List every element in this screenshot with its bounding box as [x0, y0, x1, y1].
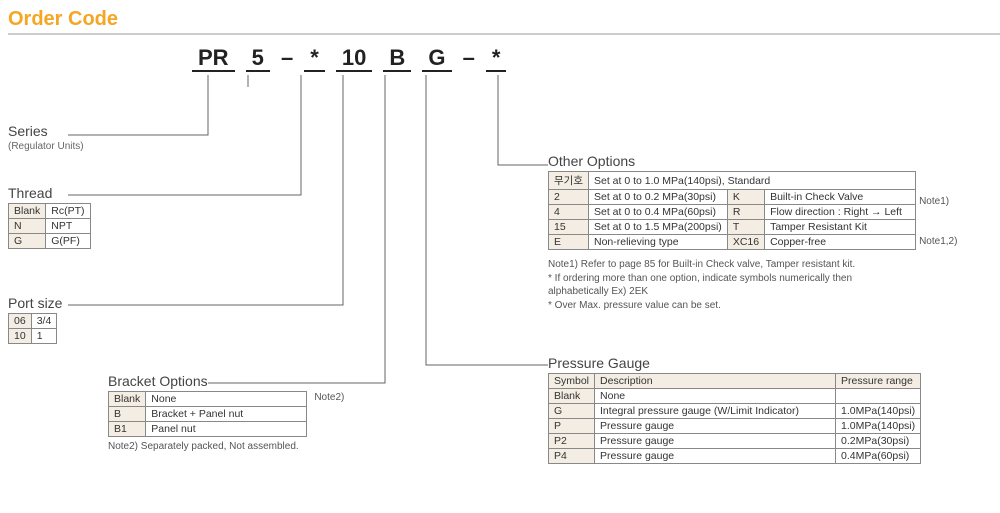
code-seg: 5 — [246, 45, 270, 72]
bracket-section: Bracket Options BlankNone BBracket + Pan… — [108, 373, 344, 454]
thread-title: Thread — [8, 185, 91, 201]
cell: Pressure gauge — [595, 449, 836, 464]
cell: Pressure range — [836, 374, 921, 389]
cell: 0.2MPa(30psi) — [836, 434, 921, 449]
cell: T — [727, 220, 764, 235]
gauge-section: Pressure Gauge SymbolDescriptionPressure… — [548, 355, 921, 464]
other-side2: Note1,2) — [919, 229, 957, 255]
cell: E — [549, 235, 589, 250]
series-title: Series — [8, 123, 84, 139]
cell: 무기호 — [549, 172, 589, 190]
series-section: Series (Regulator Units) — [8, 123, 84, 152]
other-title: Other Options — [548, 153, 957, 169]
cell: 2 — [549, 190, 589, 205]
cell: Flow direction : Right → Left — [765, 205, 916, 220]
cell: Integral pressure gauge (W/Limit Indicat… — [595, 404, 836, 419]
cell: Set at 0 to 0.2 MPa(30psi) — [588, 190, 727, 205]
cell: 1.0MPa(140psi) — [836, 404, 921, 419]
other-table: 무기호Set at 0 to 1.0 MPa(140psi), Standard… — [548, 171, 916, 250]
cell: G — [549, 404, 595, 419]
cell: Tamper Resistant Kit — [765, 220, 916, 235]
cell: Set at 0 to 0.4 MPa(60psi) — [588, 205, 727, 220]
bracket-bottom-note: Note2) Separately packed, Not assembled. — [108, 440, 344, 454]
cell: 1.0MPa(140psi) — [836, 419, 921, 434]
port-title: Port size — [8, 295, 62, 311]
cell: 15 — [549, 220, 589, 235]
cell: Symbol — [549, 374, 595, 389]
code-seg: 10 — [336, 45, 372, 72]
cell: P — [549, 419, 595, 434]
code-seg: B — [383, 45, 411, 72]
cell: B1 — [109, 422, 146, 437]
note-line: * If ordering more than one option, indi… — [548, 272, 957, 286]
cell: Pressure gauge — [595, 419, 836, 434]
diagram-wrap: PR 5 – * 10 B G – * Series (Regu — [8, 45, 992, 505]
cell: P4 — [549, 449, 595, 464]
note-line: alphabetically Ex) 2EK — [548, 285, 957, 299]
cell: Non-relieving type — [588, 235, 727, 250]
cell: Pressure gauge — [595, 434, 836, 449]
cell: N — [9, 219, 46, 234]
cell: R — [727, 205, 764, 220]
cell: Set at 0 to 1.5 MPa(200psi) — [588, 220, 727, 235]
cell: None — [595, 389, 836, 404]
cell: Description — [595, 374, 836, 389]
other-section: Other Options 무기호Set at 0 to 1.0 MPa(140… — [548, 153, 957, 312]
cell: Built-in Check Valve — [765, 190, 916, 205]
cell: Bracket + Panel nut — [146, 407, 307, 422]
cell: Panel nut — [146, 422, 307, 437]
cell: 06 — [9, 314, 32, 329]
code-dash: – — [459, 45, 479, 70]
bracket-title: Bracket Options — [108, 373, 344, 389]
cell: None — [146, 392, 307, 407]
cell: P2 — [549, 434, 595, 449]
thread-section: Thread BlankRc(PT) NNPT GG(PF) — [8, 185, 91, 249]
code-dash: – — [277, 45, 297, 70]
cell: B — [109, 407, 146, 422]
cell: 0.4MPa(60psi) — [836, 449, 921, 464]
cell: Rc(PT) — [46, 204, 90, 219]
cell: 10 — [9, 329, 32, 344]
cell: Set at 0 to 1.0 MPa(140psi), Standard — [588, 172, 915, 190]
cell: G(PF) — [46, 234, 90, 249]
cell: XC16 — [727, 235, 764, 250]
code-seg: * — [304, 45, 325, 72]
cell: Copper-free — [765, 235, 916, 250]
gauge-title: Pressure Gauge — [548, 355, 921, 371]
code-seg: PR — [192, 45, 235, 72]
cell: NPT — [46, 219, 90, 234]
series-sub: (Regulator Units) — [8, 141, 84, 152]
cell — [836, 389, 921, 404]
order-code: PR 5 – * 10 B G – * — [188, 45, 510, 71]
note-line: Note1) Refer to page 85 for Built-in Che… — [548, 258, 957, 272]
cell: 4 — [549, 205, 589, 220]
other-notes: Note1) Refer to page 85 for Built-in Che… — [548, 258, 957, 312]
bracket-note: Note2) — [314, 392, 344, 403]
other-side1: Note1) — [919, 189, 957, 215]
cell: Blank — [9, 204, 46, 219]
cell: Blank — [549, 389, 595, 404]
gauge-table: SymbolDescriptionPressure range BlankNon… — [548, 373, 921, 464]
cell: Blank — [109, 392, 146, 407]
code-seg: * — [486, 45, 507, 72]
cell: G — [9, 234, 46, 249]
port-section: Port size 063/4 101 — [8, 295, 62, 344]
cell: 3/4 — [31, 314, 57, 329]
thread-table: BlankRc(PT) NNPT GG(PF) — [8, 203, 91, 249]
page-title: Order Code — [8, 8, 1000, 35]
note-line: * Over Max. pressure value can be set. — [548, 299, 957, 313]
code-seg: G — [422, 45, 451, 72]
port-table: 063/4 101 — [8, 313, 57, 344]
bracket-table: BlankNone BBracket + Panel nut B1Panel n… — [108, 391, 307, 437]
cell: K — [727, 190, 764, 205]
cell: 1 — [31, 329, 57, 344]
